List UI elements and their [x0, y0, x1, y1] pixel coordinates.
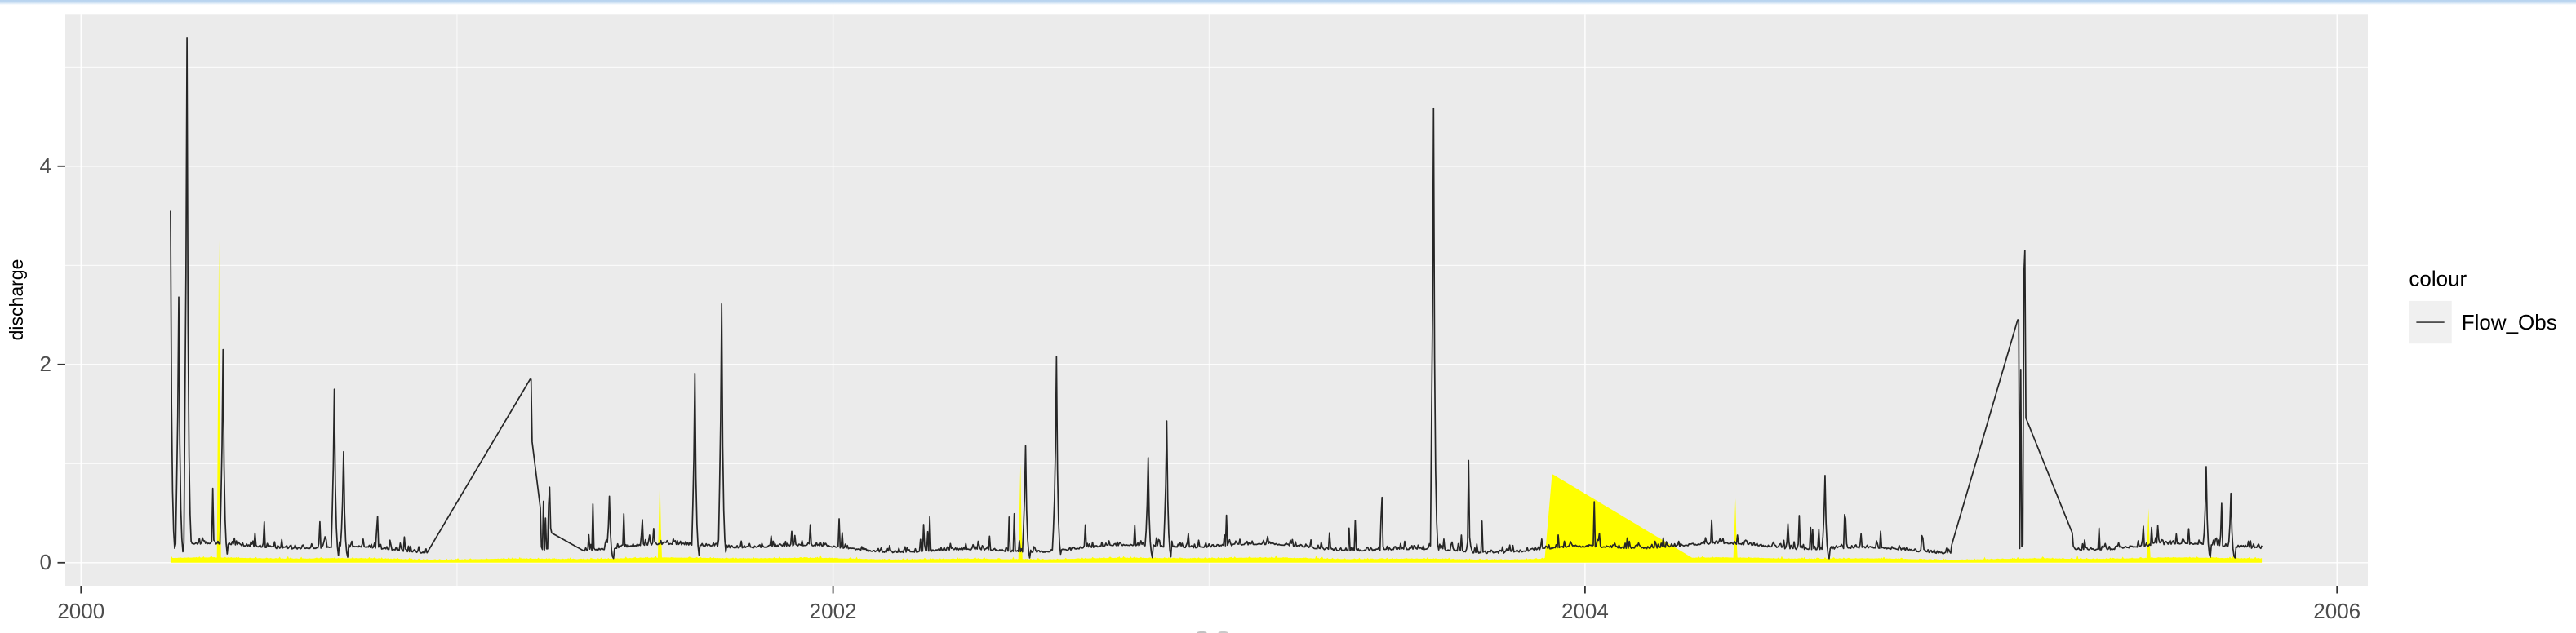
svg-text:2004: 2004	[1561, 599, 1609, 623]
svg-text:2000: 2000	[57, 599, 104, 623]
svg-text:Flow_Obs: Flow_Obs	[2462, 310, 2557, 334]
svg-text:2002: 2002	[810, 599, 857, 623]
svg-text:0: 0	[40, 550, 51, 574]
svg-text:2006: 2006	[2313, 599, 2361, 623]
svg-text:2: 2	[40, 352, 51, 376]
svg-text:discharge: discharge	[6, 259, 27, 341]
svg-text:colour: colour	[2409, 266, 2467, 290]
svg-text:4: 4	[40, 153, 51, 178]
